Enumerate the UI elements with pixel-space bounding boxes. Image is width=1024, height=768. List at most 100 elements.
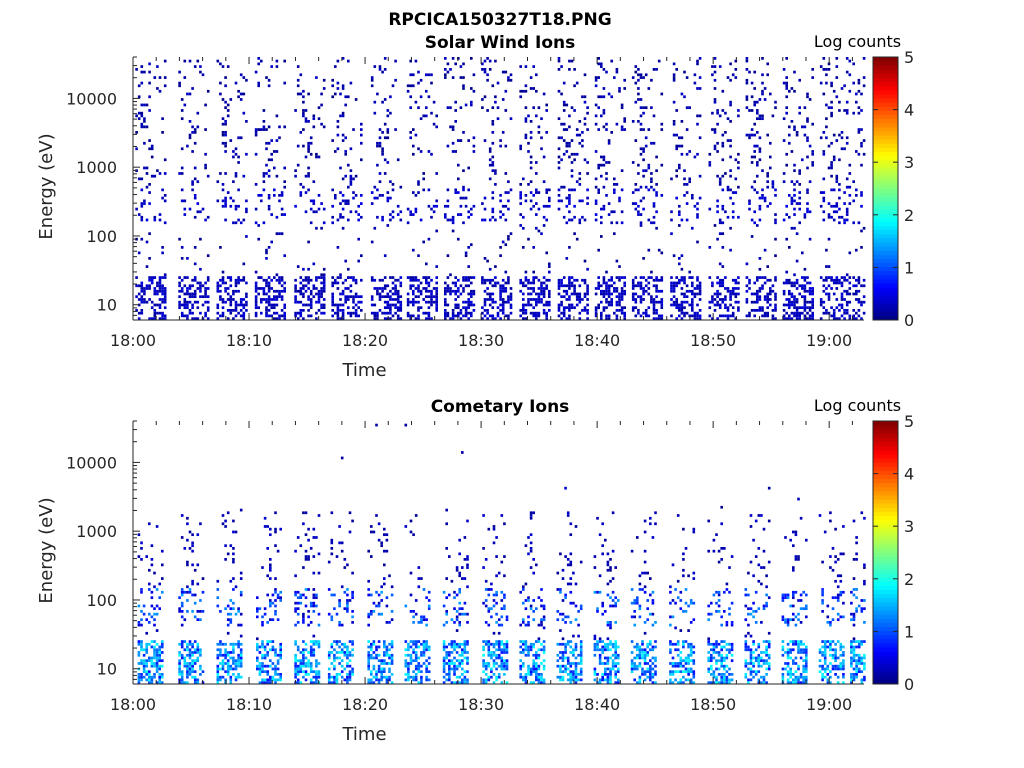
heatmap-cell: [750, 218, 754, 222]
heatmap-cell: [221, 188, 225, 192]
heatmap-cell: [862, 139, 866, 142]
heatmap-cell: [568, 199, 571, 203]
heatmap-cell: [487, 648, 491, 652]
heatmap-cell: [142, 653, 146, 657]
heatmap-cell: [140, 281, 144, 285]
heatmap-cell: [265, 281, 268, 285]
heatmap-cell: [312, 536, 316, 539]
heatmap-cell: [575, 298, 579, 301]
heatmap-cell: [155, 667, 159, 671]
heatmap-cell: [396, 204, 400, 208]
heatmap-cell: [178, 172, 181, 175]
heatmap-cell: [339, 215, 342, 219]
heatmap-cell: [183, 59, 187, 63]
heatmap-cell: [708, 152, 712, 156]
heatmap-cell: [761, 196, 764, 200]
heatmap-cell: [487, 675, 491, 679]
heatmap-cell: [260, 59, 263, 63]
heatmap-cell: [140, 70, 144, 74]
heatmap-cell: [470, 281, 473, 285]
heatmap-cell: [499, 309, 502, 312]
heatmap-cell: [232, 659, 235, 663]
heatmap-cell: [432, 122, 436, 126]
heatmap-cell: [660, 289, 664, 293]
heatmap-cell: [562, 309, 566, 312]
heatmap-cell: [581, 139, 584, 142]
heatmap-cell: [377, 612, 381, 616]
heatmap-cell: [427, 295, 431, 299]
heatmap-cell: [500, 640, 504, 643]
heatmap-cell: [501, 311, 505, 315]
heatmap-cell: [341, 311, 345, 315]
heatmap-cell: [153, 648, 156, 652]
heatmap-cell: [193, 681, 197, 685]
heatmap-cell: [729, 289, 732, 293]
heatmap-cell: [806, 188, 809, 192]
heatmap-cell: [830, 287, 833, 290]
heatmap-cell: [335, 555, 339, 558]
heatmap-cell: [266, 651, 269, 654]
heatmap-cell: [696, 215, 699, 219]
heatmap-cell: [672, 289, 676, 293]
heatmap-cell: [537, 314, 541, 318]
heatmap-cell: [457, 139, 460, 142]
heatmap-cell: [317, 662, 321, 665]
heatmap-cell: [835, 306, 839, 310]
heatmap-cell: [453, 681, 456, 685]
heatmap-cell: [271, 640, 275, 643]
heatmap-cell: [467, 300, 470, 304]
heatmap-cell: [373, 196, 377, 200]
heatmap-cell: [304, 210, 308, 214]
heatmap-cell: [565, 257, 569, 260]
heatmap-cell: [161, 251, 164, 255]
heatmap-cell: [425, 675, 428, 679]
heatmap-cell: [158, 303, 162, 307]
heatmap-cell: [232, 673, 235, 676]
heatmap-cell: [600, 62, 603, 66]
heatmap-cell: [568, 188, 571, 192]
heatmap-cell: [548, 265, 551, 268]
heatmap-cell: [724, 276, 727, 279]
heatmap-cell: [367, 659, 370, 663]
heatmap-cell: [191, 131, 194, 134]
heatmap-cell: [234, 642, 238, 646]
heatmap-cell: [137, 292, 141, 296]
heatmap-cell: [335, 681, 339, 685]
heatmap-cell: [698, 87, 702, 90]
heatmap-cell: [801, 306, 804, 310]
heatmap-cell: [224, 199, 227, 203]
heatmap-cell: [811, 298, 814, 301]
heatmap-cell: [260, 311, 263, 315]
heatmap-cell: [602, 276, 606, 279]
heatmap-cell: [296, 163, 300, 167]
heatmap-cell: [234, 667, 238, 671]
heatmap-cell: [845, 111, 849, 115]
heatmap-cell: [330, 552, 334, 556]
heatmap-cell: [524, 136, 528, 140]
heatmap-cell: [600, 221, 603, 225]
heatmap-cell: [857, 106, 861, 110]
heatmap-cell: [470, 292, 473, 296]
heatmap-cell: [191, 582, 194, 586]
heatmap-cell: [454, 150, 457, 153]
heatmap-cell: [294, 673, 297, 676]
heatmap-cell: [761, 89, 764, 93]
heatmap-cell: [680, 303, 684, 307]
heatmap-cell: [334, 303, 337, 307]
heatmap-cell: [642, 128, 645, 131]
heatmap-cell: [453, 662, 456, 665]
heatmap-cell: [840, 281, 844, 285]
heatmap-cell: [753, 309, 756, 312]
heatmap-cell: [404, 604, 408, 608]
heatmap-cell: [835, 278, 839, 282]
colorbar-step: [873, 102, 898, 107]
heatmap-cell: [273, 194, 276, 197]
heatmap-cell: [731, 202, 735, 205]
heatmap-cell: [435, 125, 438, 129]
heatmap-cell: [716, 276, 719, 279]
heatmap-cell: [226, 511, 230, 515]
heatmap-cell: [602, 185, 606, 189]
heatmap-cell: [178, 237, 181, 241]
heatmap-cell: [388, 675, 391, 679]
heatmap-cell: [848, 59, 852, 63]
